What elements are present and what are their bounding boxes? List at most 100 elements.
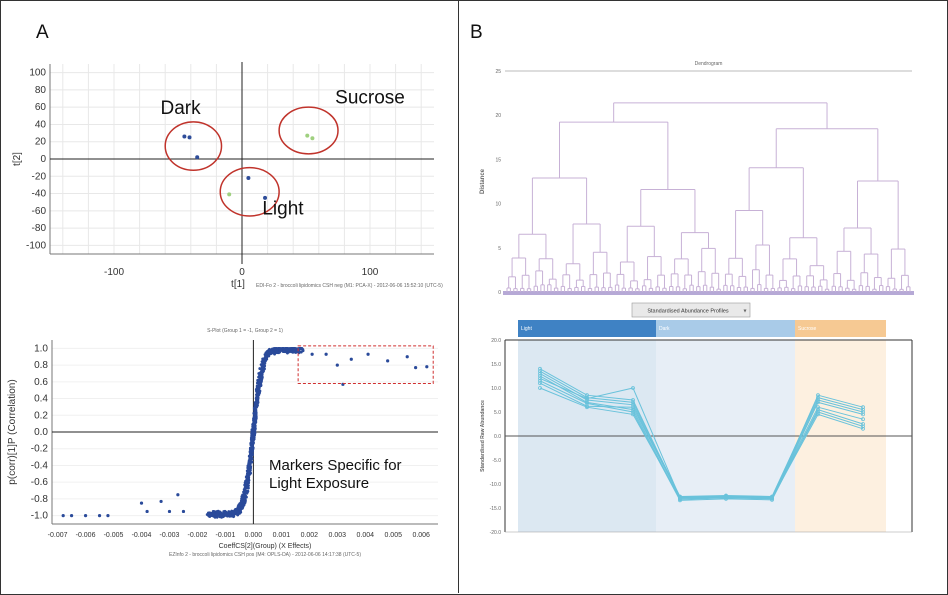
profile-group-header (518, 320, 656, 337)
splot-point (278, 346, 282, 350)
dendrogram-baseline (503, 291, 914, 295)
splot-point (252, 428, 256, 432)
profile-line (539, 375, 864, 500)
splot-x-tick-label: -0.001 (215, 532, 235, 539)
profile-point (861, 417, 865, 422)
splot-point (231, 512, 235, 515)
scores-y-tick-label: -60 (32, 206, 47, 217)
splot-point (259, 384, 263, 388)
splot-point (349, 357, 353, 361)
splot-point (239, 499, 243, 503)
splot-point (269, 351, 272, 354)
dendrogram-y-tick-label: 5 (498, 246, 501, 252)
marker-highlight-box (297, 345, 434, 384)
splot-point (260, 363, 264, 366)
splot-point (97, 514, 102, 518)
splot-point (249, 456, 253, 460)
scores-y-axis-label: t[2] (12, 152, 23, 166)
profile-point (678, 496, 682, 501)
splot-point (145, 509, 149, 514)
splot-x-tick-label: 0.003 (329, 532, 347, 539)
profile-point (861, 410, 865, 414)
dendrogram-y-tick-label: 15 (495, 157, 501, 163)
profile-point (538, 386, 542, 390)
profile-group-header (795, 320, 886, 337)
splot-point (258, 367, 262, 370)
splot-point (281, 346, 285, 350)
profile-title: Standardised Abundance Profiles (647, 309, 729, 315)
splot-point (289, 346, 293, 350)
splot-point (405, 355, 409, 359)
group-ellipse (219, 166, 280, 217)
profile-point (538, 381, 542, 386)
profile-point (770, 496, 774, 501)
profile-y-tick-label: 15.0 (491, 362, 501, 368)
splot-point (167, 509, 172, 514)
splot-point (246, 466, 250, 470)
scores-y-tick-label: -80 (32, 223, 47, 234)
scores-y-tick-label: 0 (40, 154, 46, 165)
splot-point (262, 369, 265, 373)
profile-y-tick-label: 5.0 (494, 410, 501, 416)
group-ellipse (164, 121, 223, 171)
profile-line (539, 380, 864, 501)
splot-x-tick-label: 0.006 (412, 532, 430, 539)
profile-point (538, 374, 542, 378)
splot-point (260, 376, 264, 380)
profile-point (631, 410, 635, 414)
splot-point (246, 489, 250, 493)
group-label: Light (262, 198, 304, 219)
score-point (310, 136, 315, 141)
profile-point (724, 495, 728, 500)
splot-y-tick-label: -0.2 (31, 444, 49, 455)
chevron-down-icon: ▾ (743, 309, 746, 315)
profile-point (631, 405, 635, 410)
splot-point (61, 514, 65, 518)
splot-point (209, 513, 213, 517)
panel-divider (458, 0, 459, 593)
profile-point (631, 412, 635, 417)
splot-point (159, 499, 163, 504)
profile-group-label: Dark (659, 326, 670, 332)
splot-annotation: Light Exposure (269, 475, 369, 492)
splot-point (253, 424, 256, 428)
splot-point (293, 347, 296, 351)
splot-point (237, 506, 241, 510)
panel-b-label: B (470, 22, 483, 43)
dendrogram-y-axis-label: Distance (480, 168, 486, 194)
splot-point (181, 509, 186, 514)
splot-point (255, 401, 258, 405)
profile-point (861, 424, 865, 429)
splot-x-tick-label: -0.002 (188, 532, 208, 539)
profile-point (861, 412, 865, 417)
splot-y-tick-label: -0.6 (31, 477, 49, 488)
profile-y-tick-label: -10.0 (490, 482, 502, 488)
scores-y-tick-label: -100 (26, 240, 46, 251)
profile-selector (631, 302, 751, 318)
splot-point (414, 366, 418, 370)
splot-y-axis-label: p(corr)[1]P (Correlation) (7, 379, 18, 484)
profile-line (539, 387, 864, 499)
splot-x-tick-label: -0.006 (76, 532, 96, 539)
splot-point (219, 512, 223, 516)
splot-point (244, 479, 247, 483)
profile-point (538, 376, 542, 381)
scores-x-tick-label: 0 (239, 267, 245, 278)
splot-point (267, 354, 271, 358)
splot-point (295, 350, 298, 353)
scores-x-axis-label: t[1] (231, 279, 245, 290)
splot-point (288, 348, 292, 352)
profile-point (816, 400, 820, 405)
profile-point (538, 369, 542, 374)
splot-point (225, 511, 228, 515)
dendrogram-y-tick-label: 10 (495, 202, 501, 208)
splot-point (310, 352, 314, 356)
profile-y-tick-label: 10.0 (491, 386, 501, 392)
splot-point (238, 502, 242, 506)
scores-x-tick-label: -100 (104, 267, 124, 278)
profile-group-label: Sucrose (798, 326, 817, 332)
score-point (187, 135, 192, 140)
profile-point (631, 386, 635, 390)
splot-point (236, 511, 240, 515)
